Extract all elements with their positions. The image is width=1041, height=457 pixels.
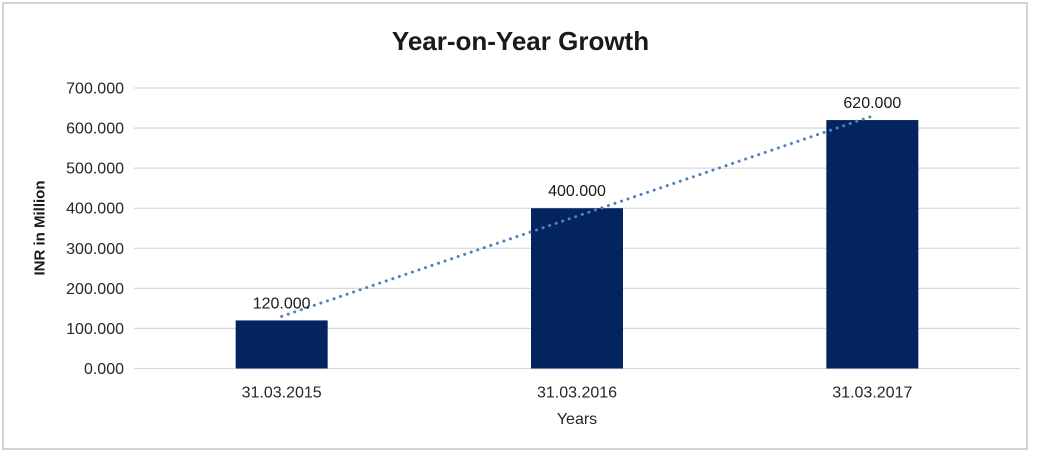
y-tick-label: 500.000 (66, 161, 124, 178)
y-tick-label: 400.000 (66, 201, 124, 218)
y-tick-label: 200.000 (66, 281, 124, 298)
bar (235, 320, 328, 369)
trendline (280, 114, 874, 318)
x-axis-title: Years (556, 411, 598, 428)
bar-data-label: 620.000 (843, 95, 901, 112)
bar (531, 208, 623, 369)
y-tick-label: 0.000 (84, 361, 124, 378)
bar-data-label: 120.000 (253, 295, 311, 312)
y-tick-label: 100.000 (66, 321, 124, 338)
chart-title: Year-on-Year Growth (391, 26, 650, 56)
y-tick-label: 700.000 (66, 81, 124, 98)
x-tick-label: 31.03.2017 (832, 385, 912, 402)
x-tick-label: 31.03.2016 (537, 385, 617, 402)
bar-data-label: 400.000 (548, 183, 606, 200)
bar (826, 120, 919, 369)
x-tick-label: 31.03.2015 (242, 385, 322, 402)
y-tick-label: 300.000 (66, 241, 124, 258)
y-tick-label: 600.000 (66, 121, 124, 138)
